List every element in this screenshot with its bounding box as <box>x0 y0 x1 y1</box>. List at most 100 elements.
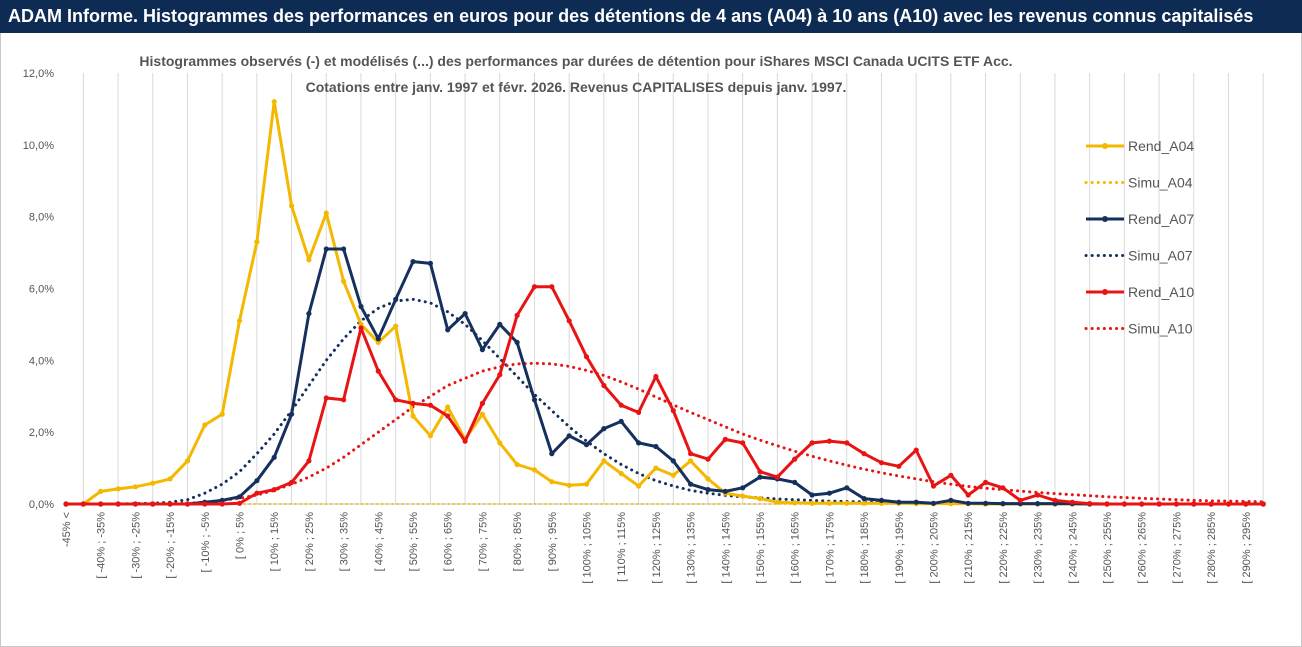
data-point <box>531 467 538 473</box>
series-Rend_A07 <box>63 246 1266 507</box>
data-point <box>184 458 191 464</box>
x-tick-label: [ 150% ; 155% <box>755 512 767 584</box>
data-point <box>809 500 815 506</box>
x-tick-label: [ 260% ; 265% <box>1137 512 1149 584</box>
x-tick-label: [ 190% ; 195% <box>894 512 906 584</box>
data-point <box>844 500 850 506</box>
data-point <box>1017 497 1023 503</box>
data-point <box>254 478 260 484</box>
data-point <box>219 501 225 507</box>
x-tick-label: [ 130% ; 135% <box>686 512 698 584</box>
data-point <box>653 443 659 450</box>
data-point <box>289 411 295 417</box>
data-point <box>150 480 156 486</box>
data-point <box>826 438 833 444</box>
data-point <box>1000 485 1006 491</box>
data-point <box>1000 501 1006 507</box>
x-tick-label: [ 220% ; 225% <box>998 512 1010 584</box>
data-point <box>202 422 208 428</box>
data-point <box>896 463 902 469</box>
data-point <box>792 456 798 462</box>
x-tick-label: [ 200% ; 205% <box>929 512 941 584</box>
legend-marker <box>1102 289 1108 295</box>
data-point <box>930 500 937 506</box>
data-point <box>514 461 520 468</box>
x-tick-label: [ 0% ; 5% <box>235 512 247 559</box>
data-point <box>861 500 867 506</box>
data-point <box>809 492 815 498</box>
data-point <box>1173 501 1179 507</box>
data-point <box>878 460 885 466</box>
data-point <box>1052 497 1058 503</box>
x-tick-label: [ 20% ; 25% <box>304 512 316 572</box>
data-point <box>740 440 746 446</box>
data-point <box>410 400 416 406</box>
legend-label: Simu_A04 <box>1128 175 1193 191</box>
series-layer <box>63 99 1266 507</box>
data-point <box>445 327 451 333</box>
data-point <box>306 257 312 263</box>
data-point <box>1035 492 1041 498</box>
data-point <box>358 325 364 331</box>
x-tick-label: [ 230% ; 235% <box>1033 512 1045 584</box>
data-point <box>445 404 451 410</box>
x-tick-label: [ 270% ; 275% <box>1171 512 1183 584</box>
data-point <box>1191 501 1197 507</box>
data-point <box>202 501 208 507</box>
vertical-gridlines <box>82 73 1264 504</box>
data-point <box>132 484 138 490</box>
data-point <box>670 472 676 478</box>
data-point <box>1069 499 1075 505</box>
data-point <box>184 501 191 507</box>
data-point <box>601 458 607 464</box>
data-point <box>236 500 243 506</box>
data-point <box>427 260 433 266</box>
data-point <box>653 373 659 380</box>
data-point <box>705 476 711 482</box>
chart-subtitle-line-1: Histogrammes observés (-) et modélisés (… <box>139 53 1012 69</box>
data-point <box>757 496 763 502</box>
data-point <box>601 426 607 432</box>
y-tick-label: 6,0% <box>29 284 54 296</box>
data-point <box>636 409 642 415</box>
x-tick-label: [ 70% ; 75% <box>477 512 489 572</box>
x-tick-label: [ 280% ; 285% <box>1206 512 1218 584</box>
data-point <box>167 501 173 507</box>
y-tick-label: 8,0% <box>29 212 54 224</box>
data-point <box>393 323 399 329</box>
data-point <box>549 479 555 485</box>
data-point <box>427 433 433 439</box>
data-point <box>1139 501 1145 507</box>
data-point <box>601 382 607 389</box>
data-point <box>445 413 451 419</box>
x-tick-label: [ 90% ; 95% <box>547 512 559 572</box>
y-tick-label: 12,0% <box>23 68 54 80</box>
data-point <box>271 487 277 493</box>
data-point <box>479 400 485 406</box>
legend-label: Rend_A04 <box>1128 138 1194 154</box>
legend-label: Rend_A10 <box>1128 284 1194 300</box>
legend-item-Rend_A07: Rend_A07 <box>1086 211 1194 227</box>
data-point <box>341 397 347 403</box>
data-point <box>844 485 850 491</box>
data-point <box>983 500 989 506</box>
x-tick-label: [ 30% ; 35% <box>339 512 351 572</box>
legend-item-Simu_A07: Simu_A07 <box>1084 248 1193 264</box>
data-point <box>844 440 850 446</box>
data-point <box>740 485 746 491</box>
data-point <box>531 284 538 290</box>
series-line-Rend_A07 <box>66 247 1264 506</box>
y-tick-label: 10,0% <box>23 140 54 152</box>
y-tick-label: 4,0% <box>29 355 54 367</box>
data-point <box>167 476 173 482</box>
series-line-Rend_A10 <box>66 285 1264 506</box>
data-point <box>219 411 225 417</box>
series-Rend_A10 <box>63 284 1266 507</box>
data-point <box>410 259 416 265</box>
data-point <box>722 436 728 442</box>
data-point <box>323 210 329 216</box>
data-point <box>948 472 954 478</box>
data-point <box>1121 501 1127 507</box>
data-point <box>618 418 624 424</box>
data-point <box>236 318 243 324</box>
